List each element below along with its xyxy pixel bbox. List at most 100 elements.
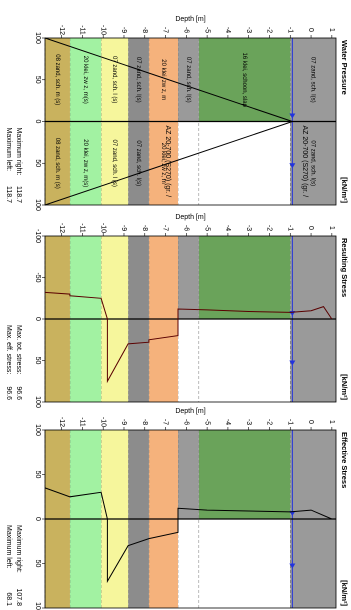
x-axis-label: Depth [m] xyxy=(175,408,205,415)
layer-name: 07 zand, sch. l (s) xyxy=(111,56,117,103)
water-marker xyxy=(289,360,296,366)
soil-layer xyxy=(128,121,149,205)
soil-layer xyxy=(148,519,179,608)
soil-layer xyxy=(45,236,70,319)
x-tick-label: -3 xyxy=(245,225,252,231)
soil-layer xyxy=(290,121,336,205)
soil-layer xyxy=(69,430,102,519)
soil-layer xyxy=(101,236,129,319)
note-label: Maximum right: xyxy=(15,128,22,176)
soil-layer xyxy=(148,38,179,122)
sheet-pile-label: AZ 20-700 (S270) (gr. / xyxy=(301,126,308,198)
soil-layer xyxy=(148,319,179,402)
soil-layer xyxy=(148,121,179,205)
layer-name: 07 zand, sch. l(s) xyxy=(135,57,141,103)
y-tick-label: 50 xyxy=(34,76,41,84)
soil-layer xyxy=(178,236,199,319)
x-tick-label: -2 xyxy=(266,27,273,33)
x-tick-label: -6 xyxy=(182,27,189,33)
water-marker xyxy=(289,163,296,169)
soil-layer xyxy=(198,38,291,122)
layer-name: 07 zand, sch. l (s) xyxy=(111,140,117,187)
x-tick-label: -4 xyxy=(224,225,231,231)
x-tick-label: 1 xyxy=(328,226,335,230)
y-tick-label: 100 xyxy=(34,396,41,408)
x-tick-label: -2 xyxy=(266,419,273,425)
layer-name: 20 klei, zw z, m xyxy=(160,143,166,184)
x-tick-label: 0 xyxy=(307,420,314,424)
x-tick-label: -11 xyxy=(79,25,86,35)
soil-layer xyxy=(101,319,129,402)
x-tick-label: 1 xyxy=(328,420,335,424)
x-tick-label: -12 xyxy=(58,25,65,35)
data-line xyxy=(44,121,293,206)
x-tick-label: -4 xyxy=(224,27,231,33)
soil-layer xyxy=(45,38,70,122)
soil-layer xyxy=(69,319,102,402)
x-tick-label: -9 xyxy=(120,27,127,33)
y-tick-label: 50 xyxy=(34,471,41,479)
note-label: Maximum left: xyxy=(5,525,12,569)
sheet-pile-label: AZ 20-700 (S270) (gr. / xyxy=(164,126,171,198)
y-tick-label: 50 xyxy=(34,357,41,365)
layer-name: 07 zand, sch. l(s) xyxy=(310,57,316,103)
x-tick-label: -7 xyxy=(162,27,169,33)
note-label: Maximum right: xyxy=(15,525,22,573)
panel-title: Resulting Stress xyxy=(340,238,349,297)
x-tick-label: -6 xyxy=(182,419,189,425)
y-tick-label: -50 xyxy=(34,272,41,282)
soil-layer xyxy=(178,38,199,122)
data-line xyxy=(44,487,332,584)
x-tick-label: -6 xyxy=(182,225,189,231)
x-tick-label: -5 xyxy=(203,419,210,425)
soil-layer xyxy=(128,519,149,608)
y-tick-label: 0 xyxy=(34,317,41,321)
soil-layer xyxy=(148,236,179,319)
y-tick-label: 100 xyxy=(34,199,41,211)
x-tick-label: -1 xyxy=(286,225,293,231)
x-tick-label: -8 xyxy=(141,225,148,231)
x-tick-label: -8 xyxy=(141,419,148,425)
soil-layer xyxy=(101,38,129,122)
layer-name: 08 zand, sch. m (s) xyxy=(54,54,60,105)
soil-layer xyxy=(101,519,129,608)
x-tick-label: -7 xyxy=(162,419,169,425)
soil-layer xyxy=(290,430,336,519)
y-tick-label: 0 xyxy=(34,517,41,521)
x-tick-label: -12 xyxy=(58,223,65,233)
soil-layer xyxy=(101,430,129,519)
note-label: Max. tot. stress: xyxy=(15,325,22,374)
x-tick-label: -1 xyxy=(286,419,293,425)
panel-unit: [kN/m²] xyxy=(340,177,349,203)
x-tick-label: -12 xyxy=(58,417,65,427)
note-label: Max. eff. stress: xyxy=(5,325,12,374)
note-value: 96.6 xyxy=(5,386,12,400)
panel-title: Water Pressure xyxy=(340,40,349,95)
layer-name: 16 klei, schoon, slap xyxy=(241,53,247,108)
layer-name: 20 klei, zw z, m(s) xyxy=(82,56,88,104)
layer-name: 07 zand, sch. l(s) xyxy=(185,57,191,103)
y-tick-label: 50 xyxy=(34,560,41,568)
soil-layer xyxy=(148,430,179,519)
layer-name: 20 klei, zw z, m(s) xyxy=(82,139,88,187)
soil-layer xyxy=(69,236,102,319)
water-marker xyxy=(289,113,296,119)
note-value: 118.7 xyxy=(15,186,22,203)
x-tick-label: -10 xyxy=(99,223,106,233)
x-tick-label: -1 xyxy=(286,27,293,33)
x-tick-label: 0 xyxy=(307,226,314,230)
soil-layer xyxy=(128,430,149,519)
soil-layer xyxy=(290,319,336,402)
note-value: 107.8 xyxy=(15,588,22,606)
x-tick-label: -5 xyxy=(203,27,210,33)
layer-name: 07 zand, sch. l(s) xyxy=(135,140,141,186)
note-value: 118.7 xyxy=(5,186,12,203)
y-tick-label: 100 xyxy=(34,424,41,436)
x-tick-label: -2 xyxy=(266,225,273,231)
x-tick-label: -9 xyxy=(120,419,127,425)
x-tick-label: -9 xyxy=(120,225,127,231)
soil-layer xyxy=(45,319,70,402)
x-tick-label: -11 xyxy=(79,417,86,427)
y-tick-label: 50 xyxy=(34,159,41,167)
